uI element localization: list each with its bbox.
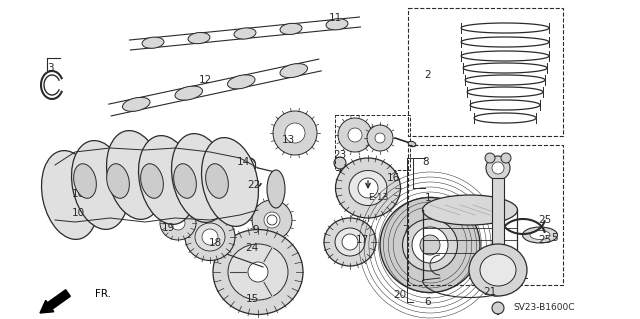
FancyArrow shape	[40, 290, 70, 313]
Text: SV23-B1600C: SV23-B1600C	[513, 303, 575, 313]
Bar	[492, 178, 504, 253]
Ellipse shape	[173, 164, 196, 198]
Text: 19: 19	[161, 223, 175, 233]
Ellipse shape	[408, 141, 416, 147]
Ellipse shape	[107, 164, 129, 198]
Circle shape	[202, 229, 218, 245]
Text: 6: 6	[425, 297, 431, 307]
Ellipse shape	[252, 200, 292, 240]
Text: 5: 5	[552, 233, 558, 243]
Ellipse shape	[338, 118, 372, 152]
Ellipse shape	[349, 170, 387, 205]
Circle shape	[358, 178, 378, 198]
Text: 18: 18	[209, 238, 221, 248]
Text: 12: 12	[198, 75, 212, 85]
Ellipse shape	[72, 141, 129, 229]
Circle shape	[485, 153, 495, 163]
Text: 3: 3	[47, 63, 53, 73]
Ellipse shape	[42, 151, 99, 239]
Ellipse shape	[324, 218, 376, 266]
Circle shape	[171, 216, 185, 230]
Circle shape	[492, 302, 504, 314]
Ellipse shape	[280, 23, 302, 34]
Ellipse shape	[106, 130, 163, 219]
Circle shape	[490, 279, 502, 291]
Circle shape	[342, 234, 358, 250]
Text: 14: 14	[236, 157, 250, 167]
Ellipse shape	[348, 128, 362, 142]
Text: 25: 25	[538, 235, 552, 245]
Text: 2: 2	[425, 70, 431, 80]
Ellipse shape	[213, 229, 303, 315]
Ellipse shape	[227, 75, 255, 89]
Circle shape	[485, 274, 507, 296]
Ellipse shape	[285, 123, 305, 143]
Text: 17: 17	[355, 235, 369, 245]
Ellipse shape	[530, 231, 550, 240]
Ellipse shape	[380, 197, 480, 293]
Text: 13: 13	[282, 135, 294, 145]
Text: 11: 11	[328, 13, 342, 23]
Ellipse shape	[202, 137, 259, 226]
Circle shape	[492, 162, 504, 174]
Ellipse shape	[195, 223, 225, 251]
Ellipse shape	[141, 164, 163, 198]
Ellipse shape	[205, 164, 228, 198]
Text: 1: 1	[425, 193, 431, 203]
Ellipse shape	[253, 243, 283, 257]
Ellipse shape	[273, 111, 317, 155]
Circle shape	[479, 277, 489, 287]
Text: 9: 9	[253, 225, 259, 235]
Ellipse shape	[480, 254, 516, 286]
Text: 7: 7	[402, 225, 408, 235]
Ellipse shape	[188, 33, 210, 44]
Ellipse shape	[403, 219, 458, 271]
Ellipse shape	[375, 133, 385, 143]
Bar	[408, 145, 563, 285]
Ellipse shape	[264, 212, 280, 228]
Text: 10: 10	[72, 189, 84, 199]
Text: 25: 25	[538, 215, 552, 225]
Ellipse shape	[172, 134, 228, 222]
Ellipse shape	[422, 195, 518, 225]
Text: 10: 10	[72, 208, 84, 218]
Ellipse shape	[122, 97, 150, 111]
Circle shape	[412, 227, 448, 263]
Bar	[408, 8, 563, 136]
Text: 16: 16	[387, 173, 399, 183]
Circle shape	[486, 156, 510, 180]
Ellipse shape	[234, 28, 256, 39]
Text: 20: 20	[394, 290, 406, 300]
Ellipse shape	[185, 213, 235, 261]
Ellipse shape	[142, 37, 164, 48]
Text: 24: 24	[245, 243, 259, 253]
Text: E-13: E-13	[368, 194, 388, 203]
Bar	[335, 115, 410, 170]
Circle shape	[334, 157, 346, 169]
Text: 15: 15	[245, 294, 259, 304]
Text: 22: 22	[248, 180, 260, 190]
Ellipse shape	[326, 19, 348, 30]
Ellipse shape	[469, 244, 527, 296]
Ellipse shape	[138, 136, 195, 224]
Ellipse shape	[280, 63, 307, 78]
Ellipse shape	[335, 158, 401, 218]
Ellipse shape	[175, 86, 202, 100]
Circle shape	[501, 153, 511, 163]
Ellipse shape	[74, 164, 97, 198]
Circle shape	[248, 262, 268, 282]
Circle shape	[420, 235, 440, 255]
Ellipse shape	[367, 125, 393, 151]
Ellipse shape	[228, 244, 288, 300]
Text: 23: 23	[333, 150, 347, 160]
Ellipse shape	[522, 227, 557, 243]
Ellipse shape	[335, 228, 365, 256]
Ellipse shape	[267, 170, 285, 208]
Text: 21: 21	[483, 287, 497, 297]
Text: 8: 8	[422, 157, 429, 167]
Text: FR.: FR.	[95, 289, 111, 299]
Ellipse shape	[160, 206, 196, 240]
Circle shape	[507, 277, 517, 287]
